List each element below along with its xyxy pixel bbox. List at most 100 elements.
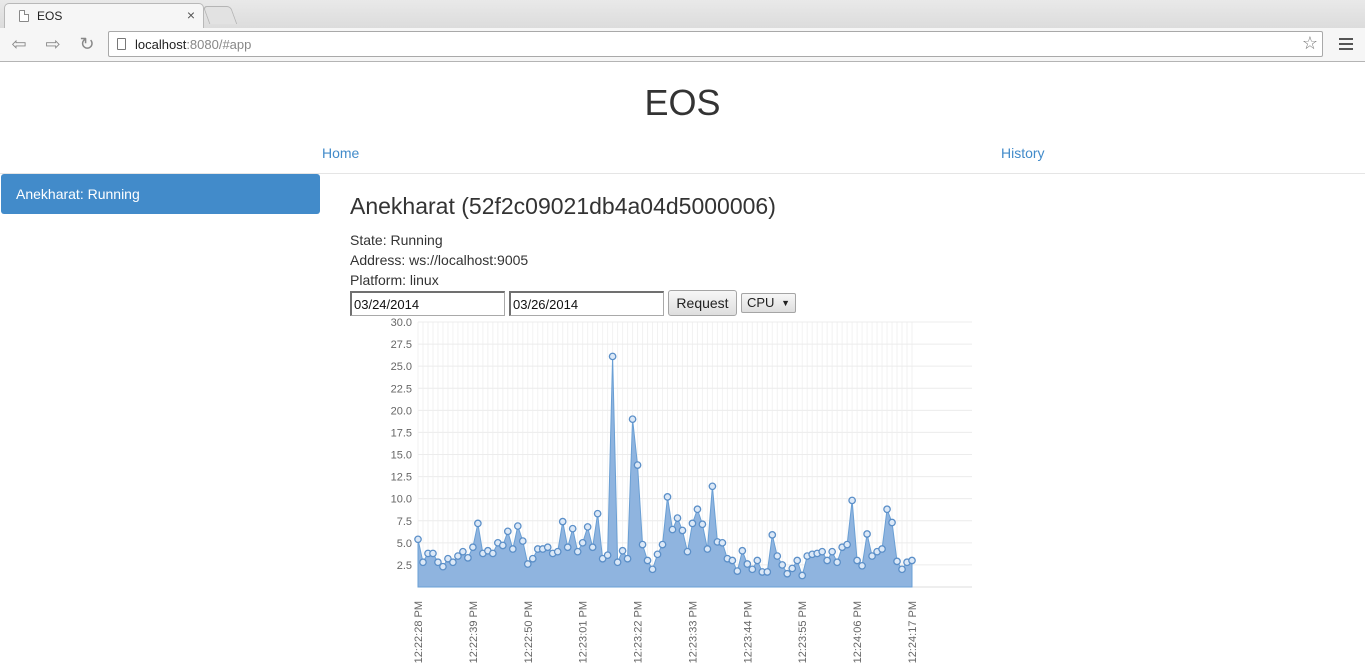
sidebar-item-anekharat[interactable]: Anekharat: Running bbox=[1, 174, 320, 214]
data-point bbox=[598, 554, 607, 563]
data-point bbox=[798, 571, 807, 580]
data-point bbox=[888, 518, 896, 527]
nav-home-link[interactable]: Home bbox=[322, 145, 360, 161]
new-tab-button[interactable] bbox=[202, 6, 238, 24]
data-point bbox=[518, 537, 527, 545]
data-point bbox=[414, 535, 422, 544]
data-point bbox=[698, 520, 707, 529]
data-point bbox=[583, 523, 592, 531]
data-point bbox=[848, 496, 856, 505]
data-point bbox=[588, 543, 597, 552]
data-point bbox=[523, 560, 532, 568]
metric-select[interactable]: CPU ▼ bbox=[741, 293, 796, 313]
data-point bbox=[663, 493, 672, 501]
page-icon bbox=[19, 10, 29, 22]
data-point bbox=[778, 561, 787, 569]
bookmark-star-icon[interactable]: ☆ bbox=[1301, 33, 1318, 53]
data-point bbox=[618, 546, 627, 555]
y-tick-label: 10.0 bbox=[391, 494, 412, 506]
data-point bbox=[469, 543, 477, 552]
address-text: Address: ws://localhost:9005 bbox=[350, 252, 529, 268]
nav-divider bbox=[0, 173, 1365, 174]
data-point bbox=[858, 561, 866, 570]
address-bar[interactable]: localhost:8080/#app ☆ bbox=[108, 31, 1323, 57]
data-point bbox=[768, 531, 777, 539]
x-tick-label: 12:24:17 PM bbox=[907, 601, 919, 663]
data-point bbox=[633, 461, 642, 469]
data-point bbox=[743, 560, 752, 568]
data-point bbox=[788, 564, 797, 573]
data-point bbox=[883, 505, 891, 514]
data-point bbox=[703, 545, 712, 553]
data-point bbox=[459, 547, 467, 556]
data-point bbox=[488, 549, 497, 558]
data-point bbox=[908, 556, 916, 565]
y-tick-label: 22.5 bbox=[391, 383, 412, 395]
data-point bbox=[783, 569, 792, 578]
data-point bbox=[718, 538, 727, 547]
data-point bbox=[773, 552, 782, 560]
data-point bbox=[833, 558, 842, 567]
data-point bbox=[444, 554, 452, 563]
data-point bbox=[464, 554, 472, 562]
end-date-input[interactable] bbox=[509, 291, 664, 316]
x-tick-label: 12:22:28 PM bbox=[413, 601, 425, 663]
x-tick-label: 12:22:50 PM bbox=[523, 601, 535, 663]
page-icon bbox=[117, 38, 126, 50]
data-point bbox=[439, 562, 447, 571]
data-point bbox=[553, 547, 562, 556]
data-point bbox=[853, 556, 861, 565]
data-point bbox=[673, 514, 682, 522]
data-point bbox=[434, 558, 442, 567]
x-tick-label: 12:23:44 PM bbox=[742, 601, 754, 663]
data-point bbox=[693, 505, 702, 514]
data-point bbox=[648, 565, 657, 574]
detail-heading: Anekharat (52f2c09021db4a04d5000006) bbox=[350, 193, 776, 219]
y-tick-label: 2.5 bbox=[397, 560, 412, 572]
back-icon[interactable]: ⇦ bbox=[11, 34, 27, 54]
forward-icon[interactable]: ⇨ bbox=[45, 34, 61, 54]
y-tick-label: 17.5 bbox=[391, 427, 412, 439]
data-point bbox=[474, 519, 482, 528]
data-point bbox=[573, 547, 582, 556]
data-point bbox=[738, 546, 747, 555]
data-point bbox=[558, 517, 567, 526]
data-point bbox=[668, 525, 677, 534]
data-point bbox=[498, 541, 507, 550]
tab-strip: EOS × bbox=[0, 0, 1365, 28]
y-tick-label: 12.5 bbox=[391, 472, 412, 484]
data-point bbox=[449, 558, 457, 567]
y-tick-label: 30.0 bbox=[391, 317, 412, 329]
url-text: localhost:8080/#app bbox=[135, 37, 252, 52]
menu-icon[interactable] bbox=[1339, 38, 1353, 50]
dropdown-arrow-icon: ▼ bbox=[781, 298, 790, 308]
data-point bbox=[608, 352, 617, 361]
reload-icon[interactable]: ↻ bbox=[79, 34, 95, 54]
request-button[interactable]: Request bbox=[668, 290, 737, 316]
data-point bbox=[708, 482, 717, 491]
tab-close-icon[interactable]: × bbox=[186, 7, 195, 23]
data-point bbox=[728, 556, 737, 565]
data-point bbox=[454, 552, 462, 560]
state-text: State: Running bbox=[350, 232, 443, 248]
x-tick-label: 12:22:39 PM bbox=[468, 601, 480, 663]
data-point bbox=[638, 540, 647, 549]
data-point bbox=[503, 527, 512, 536]
x-tick-label: 12:23:01 PM bbox=[578, 601, 590, 663]
data-point bbox=[828, 547, 837, 556]
data-point bbox=[643, 556, 652, 565]
platform-text: Platform: linux bbox=[350, 272, 439, 288]
data-point bbox=[628, 415, 637, 424]
x-tick-label: 12:24:06 PM bbox=[852, 601, 864, 663]
start-date-input[interactable] bbox=[350, 291, 505, 316]
nav-history-link[interactable]: History bbox=[1001, 145, 1045, 161]
y-tick-label: 25.0 bbox=[391, 361, 412, 373]
data-point bbox=[868, 552, 876, 560]
browser-tab[interactable]: EOS × bbox=[4, 3, 204, 28]
data-point bbox=[623, 554, 632, 563]
data-point bbox=[748, 565, 757, 574]
data-point bbox=[578, 538, 587, 547]
data-point bbox=[563, 543, 572, 552]
data-point bbox=[763, 568, 772, 576]
data-point bbox=[678, 526, 687, 535]
